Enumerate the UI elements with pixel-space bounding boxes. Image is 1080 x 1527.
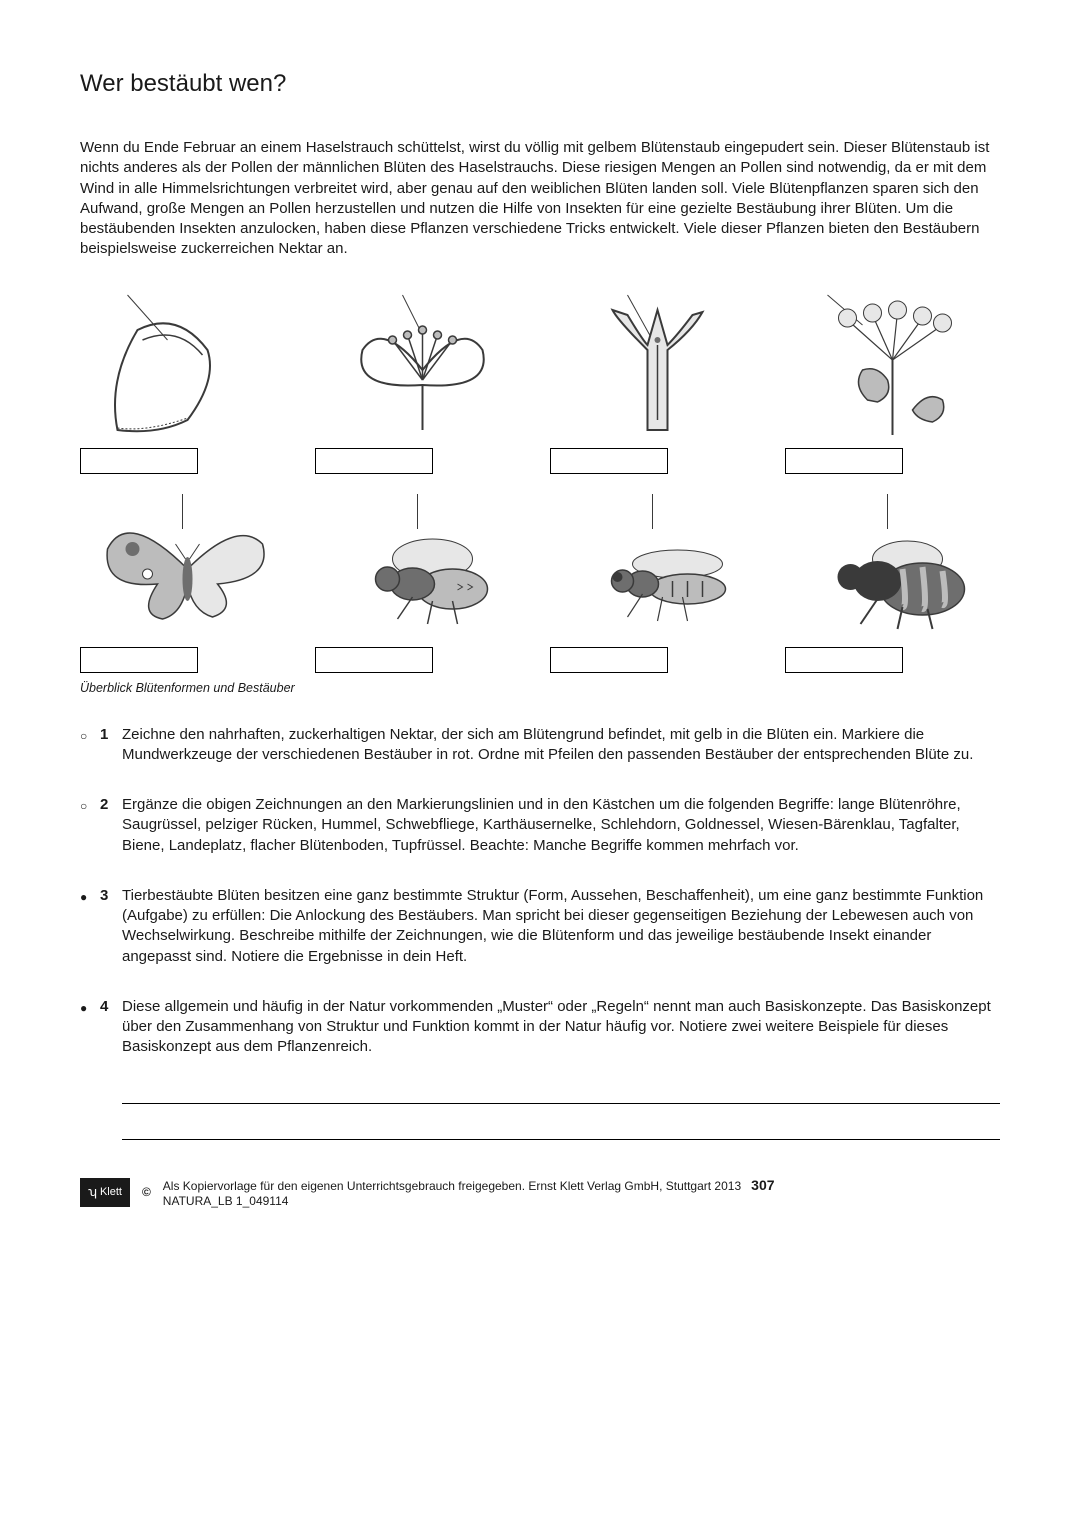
label-box[interactable] xyxy=(550,647,668,673)
hoverfly-illustration xyxy=(550,489,765,639)
task-number: 2 xyxy=(100,795,122,856)
footer-line1: Als Kopiervorlage für den eigenen Unterr… xyxy=(163,1179,741,1193)
task-text-content: Diese allgemein und häufig in der Natur … xyxy=(122,998,991,1056)
flower-umbel-illustration xyxy=(785,290,1000,440)
difficulty-filled-icon xyxy=(80,997,100,1146)
figure-insect-4 xyxy=(785,489,1000,673)
figure-grid xyxy=(80,290,1000,673)
task-text: Ergänze die obigen Zeichnungen an den Ma… xyxy=(122,795,1000,856)
label-box[interactable] xyxy=(550,448,668,474)
copyright-icon: © xyxy=(142,1185,151,1201)
figure-flower-4 xyxy=(785,290,1000,474)
label-box[interactable] xyxy=(785,448,903,474)
logo-mark-icon: ʮ xyxy=(88,1184,97,1201)
footer-line2: NATURA_LB 1_049114 xyxy=(163,1194,289,1208)
bee-illustration xyxy=(315,489,530,639)
task-2: 2 Ergänze die obigen Zeichnungen an den … xyxy=(80,795,1000,856)
klett-logo: ʮ Klett xyxy=(80,1178,130,1207)
difficulty-filled-icon xyxy=(80,886,100,967)
page-footer: ʮ Klett © Als Kopiervorlage für den eige… xyxy=(80,1176,1000,1210)
figure-insect-1 xyxy=(80,489,295,673)
label-box[interactable] xyxy=(80,448,198,474)
answer-line[interactable] xyxy=(122,1074,1000,1104)
footer-text: Als Kopiervorlage für den eigenen Unterr… xyxy=(163,1176,1000,1210)
label-box[interactable] xyxy=(315,647,433,673)
task-text: Tierbestäubte Blüten besitzen eine ganz … xyxy=(122,886,1000,967)
answer-line[interactable] xyxy=(122,1110,1000,1140)
label-box[interactable] xyxy=(315,448,433,474)
task-number: 1 xyxy=(100,725,122,766)
label-box[interactable] xyxy=(785,647,903,673)
bumblebee-illustration xyxy=(785,489,1000,639)
page-title: Wer bestäubt wen? xyxy=(80,70,1000,98)
figure-insect-2 xyxy=(315,489,530,673)
task-1: 1 Zeichne den nahrhaften, zuckerhaltigen… xyxy=(80,725,1000,766)
flower-tube-illustration xyxy=(80,290,295,440)
task-number: 3 xyxy=(100,886,122,967)
figure-caption: Überblick Blütenformen und Bestäuber xyxy=(80,681,1000,695)
task-3: 3 Tierbestäubte Blüten besitzen eine gan… xyxy=(80,886,1000,967)
difficulty-open-icon xyxy=(80,795,100,856)
task-4: 4 Diese allgemein und häufig in der Natu… xyxy=(80,997,1000,1146)
intro-paragraph: Wenn du Ende Februar an einem Haselstrau… xyxy=(80,138,1000,260)
difficulty-open-icon xyxy=(80,725,100,766)
figure-flower-3 xyxy=(550,290,765,474)
task-number: 4 xyxy=(100,997,122,1146)
logo-text: Klett xyxy=(100,1185,122,1199)
page-number: 307 xyxy=(751,1177,774,1193)
task-text: Zeichne den nahrhaften, zuckerhaltigen N… xyxy=(122,725,1000,766)
flower-narrow-illustration xyxy=(550,290,765,440)
butterfly-illustration xyxy=(80,489,295,639)
figure-flower-1 xyxy=(80,290,295,474)
answer-lines[interactable] xyxy=(122,1074,1000,1140)
task-list: 1 Zeichne den nahrhaften, zuckerhaltigen… xyxy=(80,725,1000,1146)
figure-flower-2 xyxy=(315,290,530,474)
figure-insect-3 xyxy=(550,489,765,673)
label-box[interactable] xyxy=(80,647,198,673)
task-text: Diese allgemein und häufig in der Natur … xyxy=(122,997,1000,1146)
flower-open-illustration xyxy=(315,290,530,440)
